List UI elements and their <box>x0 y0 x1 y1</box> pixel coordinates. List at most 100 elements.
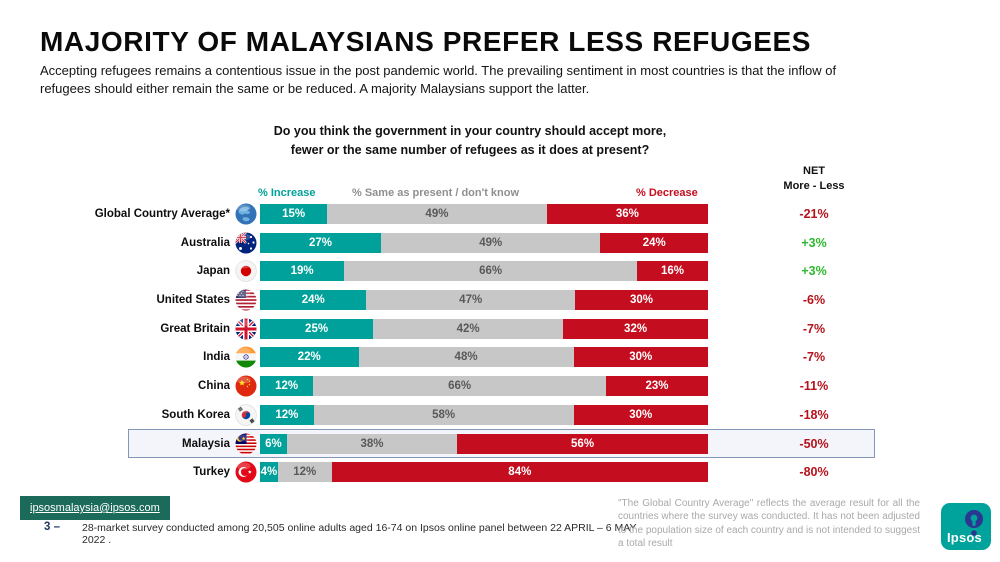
turkey-flag-icon <box>235 461 257 483</box>
table-row: Australia 27% 49% 24% +3% <box>40 232 930 254</box>
decrease-value: 36% <box>615 208 639 220</box>
decrease-segment: 30% <box>573 404 708 425</box>
decrease-value: 32% <box>624 322 648 335</box>
decrease-segment: 84% <box>331 462 708 483</box>
japan-flag-icon <box>235 260 257 283</box>
page-number: 3 – <box>44 521 60 533</box>
ipsos-logo-text: Ipsos <box>947 530 982 545</box>
decrease-value: 24% <box>642 236 666 249</box>
decrease-value: 30% <box>629 351 653 364</box>
stacked-bar: 25% 42% 32% <box>260 318 708 339</box>
net-value: -11% <box>799 379 829 394</box>
country-label: China <box>198 380 230 393</box>
increase-segment: 4% <box>260 462 278 483</box>
india-flag-icon <box>235 346 257 368</box>
stacked-bar: 24% 47% 30% <box>260 290 708 311</box>
same-value: 58% <box>432 408 456 421</box>
country-label: Japan <box>196 265 230 278</box>
decrease-segment: 56% <box>457 433 708 454</box>
same-value: 12% <box>293 466 317 479</box>
decrease-segment: 32% <box>563 318 708 339</box>
net-header-line1: NET <box>803 165 825 177</box>
net-column-header: NET More - Less <box>758 164 870 194</box>
same-segment: 58% <box>313 404 574 425</box>
increase-value: 19% <box>290 265 314 278</box>
increase-segment: 27% <box>260 232 381 253</box>
increase-value: 25% <box>305 322 329 335</box>
table-row: Turkey 4% 12% 84% -80% <box>40 461 930 483</box>
stacked-bar: 27% 49% 24% <box>260 232 708 253</box>
stacked-bar: 4% 12% 84% <box>260 462 708 483</box>
decrease-segment: 36% <box>546 204 708 224</box>
chart-question: Do you think the government in your coun… <box>170 122 770 161</box>
globe-flag-icon <box>235 203 257 225</box>
same-value: 66% <box>448 380 472 393</box>
same-segment: 12% <box>277 462 332 483</box>
increase-segment: 19% <box>260 261 345 282</box>
increase-value: 27% <box>308 236 332 249</box>
chart-question-line1: Do you think the government in your coun… <box>273 124 667 138</box>
chart-question-line2: fewer or the same number of refugees as … <box>290 143 650 158</box>
country-label: Global Country Average* <box>94 208 230 220</box>
net-value: -7% <box>802 321 826 336</box>
same-value: 47% <box>459 294 483 307</box>
south-korea-flag-icon <box>235 404 257 426</box>
usa-flag-icon <box>235 289 257 311</box>
same-value: 66% <box>479 265 503 278</box>
net-value: -7% <box>802 350 826 365</box>
table-row: South Korea 12% 58% 30% -18% <box>40 404 930 426</box>
stacked-bar: 6% 38% 56% <box>260 433 708 454</box>
same-segment: 48% <box>358 347 574 368</box>
decrease-segment: 30% <box>573 347 708 368</box>
decrease-value: 30% <box>629 294 653 307</box>
net-value: -18% <box>799 407 829 422</box>
country-label: India <box>203 351 230 364</box>
uk-flag-icon <box>235 318 257 340</box>
same-segment: 49% <box>380 232 601 253</box>
increase-value: 12% <box>275 408 299 421</box>
table-row: India 22% 48% 30% -7% <box>40 346 930 368</box>
country-label: Malaysia <box>182 437 230 450</box>
decrease-value: 30% <box>629 408 653 421</box>
net-value: -80% <box>799 465 829 480</box>
country-label: Turkey <box>193 466 230 479</box>
increase-value: 15% <box>282 208 306 220</box>
increase-segment: 12% <box>260 404 314 425</box>
same-segment: 66% <box>344 261 638 282</box>
table-row: Great Britain 25% 42% 32% -7% <box>40 318 930 340</box>
same-value: 38% <box>360 437 384 450</box>
table-row: Global Country Average* 15% 49% 36% -21% <box>40 203 930 225</box>
stacked-bar: 12% 66% 23% <box>260 376 708 397</box>
legend-same: % Same as present / don't know <box>352 187 520 199</box>
legend-increase: % Increase <box>258 187 316 199</box>
increase-value: 6% <box>265 437 282 450</box>
decrease-value: 23% <box>645 380 669 393</box>
decrease-value: 56% <box>571 437 595 450</box>
stacked-bar: 22% 48% 30% <box>260 347 708 368</box>
increase-value: 4% <box>260 466 278 479</box>
net-value: +3% <box>801 264 827 279</box>
australia-flag-icon <box>235 232 257 254</box>
increase-segment: 25% <box>260 318 374 339</box>
increase-segment: 15% <box>260 204 328 224</box>
increase-segment: 24% <box>260 290 367 311</box>
increase-value: 24% <box>301 294 325 307</box>
same-value: 49% <box>479 236 503 249</box>
decrease-segment: 30% <box>574 290 708 311</box>
decrease-segment: 23% <box>605 376 708 397</box>
legend-decrease: % Decrease <box>636 187 698 199</box>
table-row: United States 24% 47% 30% -6% <box>40 289 930 311</box>
country-label: Australia <box>180 236 230 249</box>
same-value: 42% <box>456 322 480 335</box>
country-label: Great Britain <box>160 322 230 335</box>
country-label: United States <box>156 294 231 307</box>
increase-segment: 6% <box>260 433 287 454</box>
global-average-footnote: "The Global Country Average" reflects th… <box>618 498 920 550</box>
increase-segment: 12% <box>260 376 314 397</box>
decrease-segment: 24% <box>600 232 708 253</box>
contact-email-link[interactable]: ipsosmalaysia@ipsos.com <box>30 502 160 514</box>
increase-segment: 22% <box>260 347 359 368</box>
contact-email-box: ipsosmalaysia@ipsos.com <box>20 496 170 520</box>
increase-value: 12% <box>275 380 299 393</box>
